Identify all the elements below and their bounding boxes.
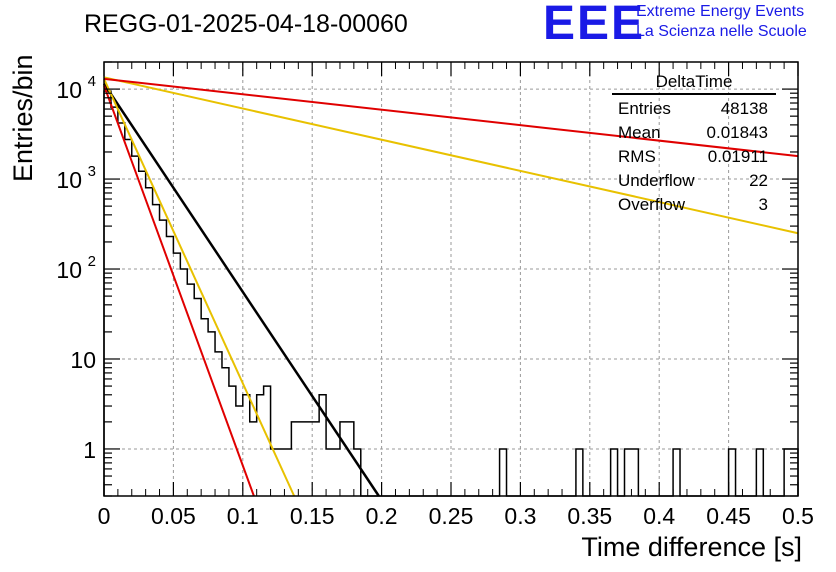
y-tick-label: 10: [56, 257, 82, 283]
fit-line-4: [103, 76, 799, 235]
stats-row-underflow: Underflow 22: [612, 169, 776, 193]
stats-row-overflow: Overflow 3: [612, 193, 776, 217]
stats-label: Underflow: [618, 171, 695, 190]
x-axis-label: Time difference [s]: [581, 532, 802, 562]
stats-label: Mean: [618, 123, 661, 142]
y-tick-exponent: 2: [88, 253, 96, 270]
fit-line-2: [103, 78, 296, 497]
x-tick-label: 0.35: [567, 503, 612, 529]
stats-label: Entries: [618, 99, 671, 118]
fit-line-5: [103, 77, 799, 158]
x-tick-label: 0.3: [504, 503, 536, 529]
stats-label: RMS: [618, 147, 656, 166]
y-tick-label: 10: [70, 347, 96, 373]
stats-value: 0.01911: [707, 147, 768, 166]
x-tick-label: 0.25: [429, 503, 474, 529]
x-tick-label: 0: [98, 503, 111, 529]
fit-line-1: [102, 82, 380, 497]
x-tick-label: 0.2: [366, 503, 398, 529]
x-tick-label: 0.1: [227, 503, 259, 529]
y-tick-label: 1: [83, 437, 96, 463]
y-tick-label: 10: [56, 77, 82, 103]
stats-row-mean: Mean 0.01843: [612, 121, 776, 145]
x-tick-label: 0.45: [706, 503, 751, 529]
x-tick-label: 0.05: [151, 503, 196, 529]
y-axis-label: Entries/bin: [8, 54, 38, 182]
stats-value: 0.01843: [706, 123, 768, 142]
stats-row-entries: Entries 48138: [612, 97, 776, 121]
stats-value: 48138: [720, 99, 768, 118]
fit-line-3: [103, 85, 255, 497]
y-tick-label: 10: [56, 167, 82, 193]
stats-label: Overflow: [618, 195, 686, 214]
stats-title: DeltaTime: [612, 72, 776, 95]
stats-row-rms: RMS 0.01911: [612, 145, 776, 169]
y-tick-exponent: 3: [88, 163, 96, 180]
y-tick-exponent: 4: [88, 73, 96, 90]
chart-title: REGG-01-2025-04-18-00060: [84, 10, 408, 38]
logo-line-2: La Scienza nelle Scuole: [636, 23, 807, 40]
x-tick-label: 0.5: [782, 503, 814, 529]
x-tick-label: 0.15: [290, 503, 335, 529]
eee-logo: EEE: [543, 0, 646, 50]
logo-line-1: Extreme Energy Events: [636, 3, 805, 20]
stats-value: 3: [758, 195, 768, 214]
x-tick-label: 0.4: [643, 503, 675, 529]
stats-value: 22: [749, 171, 768, 190]
stats-box: DeltaTime Entries 48138 Mean 0.01843 RMS…: [612, 72, 776, 217]
